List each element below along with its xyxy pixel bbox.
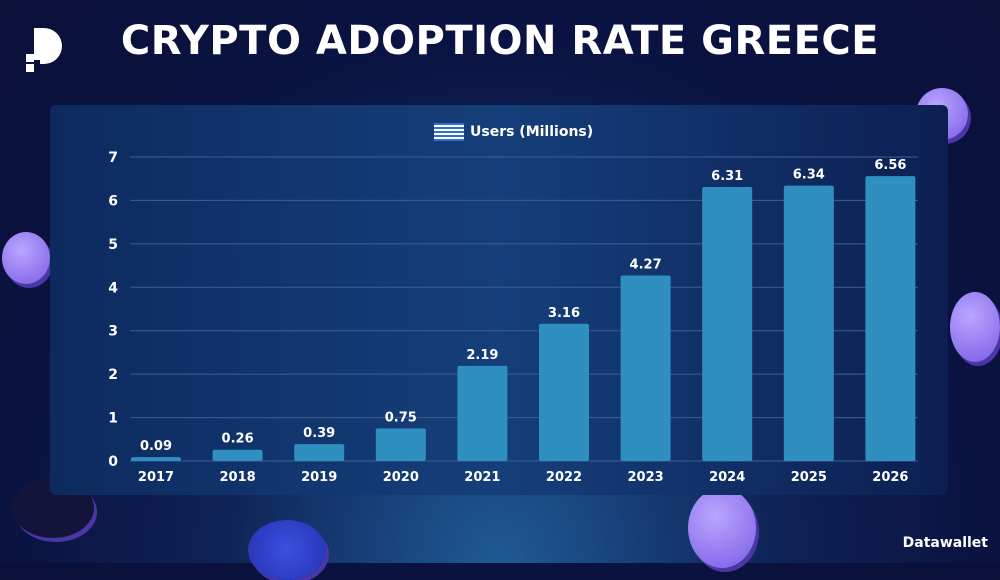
legend-label: Users (Millions)	[470, 124, 593, 140]
datawallet-logo	[26, 28, 66, 76]
bar	[375, 428, 426, 461]
tron-coin-icon	[688, 488, 756, 568]
y-tick-label: 4	[108, 280, 118, 296]
x-tick-label: 2021	[464, 470, 500, 485]
y-tick-label: 0	[108, 454, 118, 470]
data-label: 0.26	[222, 432, 254, 447]
bar	[783, 185, 834, 462]
data-label: 0.09	[140, 439, 172, 454]
tether-coin-icon	[2, 232, 50, 284]
data-label: 4.27	[630, 258, 662, 273]
data-label: 0.39	[303, 426, 335, 441]
y-tick-label: 1	[108, 411, 118, 427]
brand-name: Datawallet	[902, 535, 988, 551]
x-tick-label: 2022	[546, 470, 582, 485]
x-tick-label: 2018	[220, 470, 256, 485]
x-tick-label: 2026	[872, 470, 908, 485]
x-tick-label: 2024	[709, 470, 745, 485]
data-label: 2.19	[466, 348, 498, 363]
bar-chart: Users (Millions) 0 1 2 3 4 5 6 7 0.09 2017 0.26 2018…	[108, 123, 918, 485]
bar	[457, 365, 508, 461]
y-tick-label: 6	[108, 193, 118, 209]
bar	[702, 186, 753, 462]
x-tick-label: 2020	[383, 470, 419, 485]
x-tick-label: 2023	[628, 470, 664, 485]
page-title: CRYPTO ADOPTION RATE GREECE	[120, 18, 880, 64]
x-tick-label: 2025	[791, 470, 827, 485]
y-tick-label: 3	[108, 324, 118, 340]
y-tick-label: 5	[108, 237, 118, 253]
bar	[620, 275, 671, 461]
bar	[212, 449, 263, 461]
data-label: 6.31	[711, 169, 743, 184]
ethereum-coin-icon	[248, 520, 326, 580]
bar	[294, 444, 345, 461]
bar	[865, 176, 916, 461]
bar	[539, 323, 589, 461]
chart-panel: Users (Millions) 0 1 2 3 4 5 6 7 0.09 2017 0.26 2018…	[50, 105, 948, 495]
bar	[131, 457, 181, 461]
greece-flag-icon	[434, 123, 464, 141]
usdc-coin-icon	[950, 292, 1000, 362]
data-label: 6.56	[874, 158, 906, 173]
data-label: 6.34	[793, 168, 825, 183]
x-tick-label: 2017	[138, 470, 174, 485]
data-label: 3.16	[548, 306, 580, 321]
y-tick-label: 7	[108, 150, 118, 166]
x-tick-label: 2019	[301, 470, 337, 485]
data-label: 0.75	[385, 410, 417, 425]
y-tick-label: 2	[108, 367, 118, 383]
